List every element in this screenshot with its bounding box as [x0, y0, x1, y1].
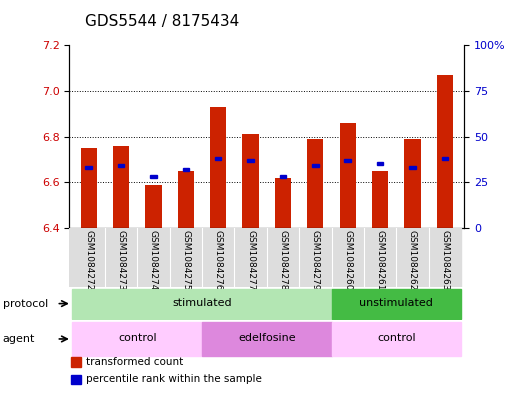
Text: GSM1084275: GSM1084275 [181, 230, 190, 290]
Bar [307, 139, 323, 228]
Bar [247, 159, 254, 162]
Text: percentile rank within the sample: percentile rank within the sample [86, 375, 262, 384]
Bar [145, 185, 162, 228]
Text: GSM1084261: GSM1084261 [376, 230, 385, 290]
Text: control: control [377, 333, 416, 343]
Text: protocol: protocol [3, 299, 48, 309]
Bar [118, 164, 124, 167]
Text: transformed count: transformed count [86, 357, 183, 367]
Text: GSM1084273: GSM1084273 [116, 230, 126, 290]
Bar [215, 157, 222, 160]
Bar [280, 175, 286, 178]
Bar [312, 164, 319, 167]
Text: GSM1084272: GSM1084272 [84, 230, 93, 290]
Bar [71, 375, 81, 384]
Bar [340, 123, 356, 228]
Text: GSM1084277: GSM1084277 [246, 230, 255, 290]
Bar [113, 146, 129, 228]
Text: GSM1084274: GSM1084274 [149, 230, 158, 290]
Text: GSM1084276: GSM1084276 [214, 230, 223, 290]
Text: edelfosine: edelfosine [238, 333, 295, 343]
Text: unstimulated: unstimulated [359, 298, 433, 308]
Text: GSM1084262: GSM1084262 [408, 230, 417, 290]
Text: GSM1084279: GSM1084279 [311, 230, 320, 290]
Bar [210, 107, 226, 228]
Bar [275, 178, 291, 228]
Bar [404, 139, 421, 228]
Text: agent: agent [3, 334, 35, 344]
Bar [437, 75, 453, 228]
Bar [81, 148, 97, 228]
Text: GSM1084278: GSM1084278 [279, 230, 287, 290]
Bar [202, 322, 331, 356]
Bar [183, 168, 189, 171]
Bar [150, 175, 156, 178]
Bar [331, 288, 461, 319]
Bar [86, 166, 92, 169]
Bar [409, 166, 416, 169]
Bar [331, 322, 461, 356]
Bar [71, 357, 81, 367]
Bar [372, 171, 388, 228]
Bar [344, 159, 351, 162]
Text: GSM1084260: GSM1084260 [343, 230, 352, 290]
Bar [377, 162, 383, 165]
Bar [243, 134, 259, 228]
Bar [442, 157, 448, 160]
Text: stimulated: stimulated [172, 298, 232, 308]
Bar [177, 171, 194, 228]
Text: GDS5544 / 8175434: GDS5544 / 8175434 [85, 15, 239, 29]
Text: GSM1084263: GSM1084263 [440, 230, 449, 290]
Bar [72, 322, 202, 356]
Bar [72, 288, 331, 319]
Text: control: control [118, 333, 156, 343]
